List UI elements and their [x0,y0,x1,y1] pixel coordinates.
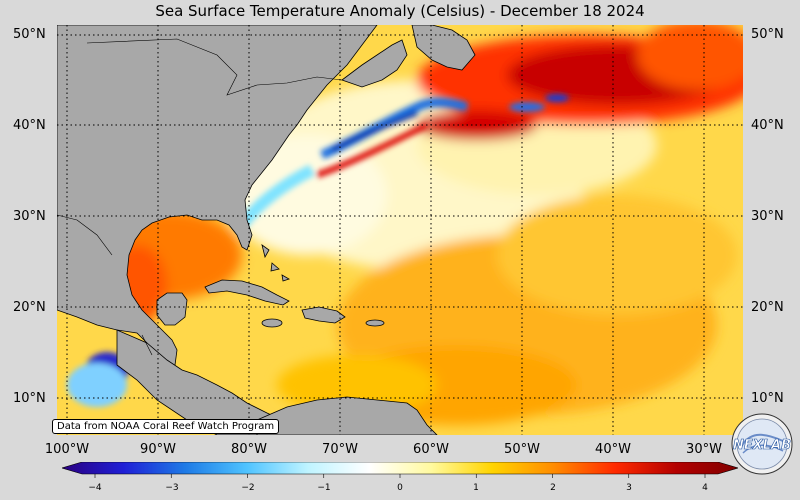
nova-scotia-landmass [341,39,408,88]
lat-lon-gridlines [57,25,743,435]
data-credit-label: Data from NOAA Coral Reef Watch Program [52,419,280,434]
lat-label-left-20n: 20°N [13,300,46,315]
lon-label-90w: 90°W [140,442,176,457]
hispaniola-island [301,306,346,324]
puerto-rico-island [365,319,385,327]
lat-label-left-40n: 40°N [13,118,46,133]
colorbar-tick-2: 2 [550,483,556,493]
newfoundland-landmass [411,25,476,71]
colorbar-tick-minus3: −3 [165,483,179,493]
colorbar-gradient [62,462,738,475]
lon-label-50w: 50°W [504,442,540,457]
lon-label-40w: 40°W [595,442,631,457]
colorbar-tick-minus2: −2 [241,483,255,493]
colorbar-tick-minus1: −1 [317,483,331,493]
sst-anomaly-map [57,25,743,435]
lat-label-left-30n: 30°N [13,209,46,224]
lon-label-60w: 60°W [413,442,449,457]
cuba-island [204,279,290,306]
colorbar-tick-4: 4 [702,483,708,493]
lon-label-30w: 30°W [686,442,722,457]
central-america-landmass [116,329,288,435]
logo-text: NEXLAB [733,438,791,453]
lat-label-left-10n: 10°N [13,391,46,406]
lat-label-right-50n: 50°N [751,27,784,42]
yucatan-peninsula [156,292,188,326]
lat-label-right-10n: 10°N [751,391,784,406]
colorbar [62,462,738,478]
colorbar-tick-3: 3 [626,483,632,493]
lon-label-100w: 100°W [44,442,90,457]
lon-label-70w: 70°W [322,442,358,457]
lat-label-right-40n: 40°N [751,118,784,133]
map-title: Sea Surface Temperature Anomaly (Celsius… [155,2,645,20]
south-america-landmass [256,396,438,435]
colorbar-tick-0: 0 [397,483,403,493]
colorbar-tick-1: 1 [473,483,479,493]
lon-label-80w: 80°W [231,442,267,457]
bahamas-islands [261,244,290,282]
colorbar-tick-minus4: −4 [88,483,102,493]
lat-label-right-20n: 20°N [751,300,784,315]
lat-label-right-30n: 30°N [751,209,784,224]
us-canada-border [86,38,343,96]
jamaica-island [261,318,283,328]
nexlab-logo: NEXLAB [731,413,793,475]
lat-label-left-50n: 50°N [13,27,46,42]
